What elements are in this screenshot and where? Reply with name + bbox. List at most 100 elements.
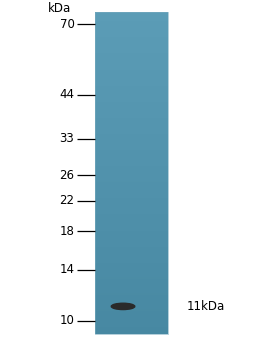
Bar <box>95 282 168 284</box>
Bar <box>95 147 168 149</box>
Bar <box>95 176 168 178</box>
Bar <box>95 31 168 33</box>
Bar <box>95 152 168 153</box>
Bar <box>95 271 168 272</box>
Bar <box>95 306 168 308</box>
Bar <box>95 164 168 166</box>
Bar <box>95 263 168 265</box>
Bar <box>95 84 168 86</box>
Bar <box>95 66 168 68</box>
Bar <box>95 50 168 52</box>
Text: 11kDa: 11kDa <box>187 300 225 313</box>
Bar <box>95 15 168 17</box>
Bar <box>95 121 168 123</box>
Bar <box>95 247 168 248</box>
Bar <box>95 250 168 251</box>
Bar <box>95 243 168 245</box>
Bar <box>95 11 168 13</box>
Bar <box>95 131 168 132</box>
Bar <box>95 224 168 226</box>
Bar <box>95 73 168 74</box>
Bar <box>95 178 168 179</box>
Bar <box>95 74 168 76</box>
Bar <box>95 161 168 163</box>
Bar <box>95 29 168 31</box>
Bar <box>95 202 168 203</box>
Bar <box>95 208 168 210</box>
Bar <box>95 330 168 332</box>
Bar <box>95 216 168 218</box>
Bar <box>95 40 168 42</box>
Bar <box>95 205 168 207</box>
Bar <box>95 303 168 305</box>
Bar <box>95 173 168 174</box>
Bar <box>95 79 168 81</box>
Bar <box>95 98 168 100</box>
Bar <box>95 69 168 71</box>
Bar <box>95 210 168 211</box>
Bar <box>95 87 168 89</box>
Bar <box>95 242 168 243</box>
Bar <box>95 218 168 219</box>
Bar <box>95 319 168 321</box>
Text: 33: 33 <box>60 132 74 145</box>
Bar <box>95 269 168 271</box>
Bar <box>95 327 168 329</box>
Bar <box>95 126 168 127</box>
Bar <box>95 34 168 36</box>
Bar <box>95 192 168 193</box>
Bar <box>95 37 168 39</box>
Bar <box>95 137 168 139</box>
Bar <box>95 274 168 276</box>
Bar <box>95 234 168 236</box>
Bar <box>95 326 168 327</box>
Bar <box>95 290 168 292</box>
Bar <box>95 86 168 87</box>
Bar <box>95 311 168 313</box>
Bar <box>95 76 168 78</box>
Bar <box>95 182 168 184</box>
Bar <box>95 280 168 282</box>
Bar <box>95 163 168 164</box>
Bar <box>95 198 168 200</box>
Bar <box>95 297 168 298</box>
Bar <box>95 116 168 118</box>
Bar <box>95 174 168 176</box>
Bar <box>95 309 168 311</box>
Bar <box>95 11 168 334</box>
Bar <box>95 170 168 171</box>
Bar <box>95 92 168 94</box>
Bar <box>95 97 168 98</box>
Bar <box>95 65 168 66</box>
Bar <box>95 83 168 84</box>
Bar <box>95 231 168 232</box>
Bar <box>95 221 168 222</box>
Bar <box>95 52 168 54</box>
Bar <box>95 132 168 134</box>
Bar <box>95 214 168 216</box>
Bar <box>95 184 168 185</box>
Bar <box>95 258 168 259</box>
Bar <box>95 294 168 295</box>
Bar <box>95 317 168 319</box>
Bar <box>95 253 168 255</box>
Bar <box>95 156 168 158</box>
Bar <box>95 134 168 135</box>
Bar <box>95 207 168 208</box>
Bar <box>95 62 168 63</box>
Bar <box>95 68 168 69</box>
Bar <box>95 187 168 189</box>
Bar <box>95 60 168 62</box>
Bar <box>95 203 168 205</box>
Text: 70: 70 <box>60 18 74 31</box>
Bar <box>95 145 168 147</box>
Bar <box>95 57 168 58</box>
Bar <box>95 81 168 83</box>
Bar <box>95 155 168 156</box>
Bar <box>95 91 168 92</box>
Bar <box>95 129 168 131</box>
Bar <box>95 284 168 285</box>
Bar <box>95 118 168 120</box>
Bar <box>95 105 168 106</box>
Bar <box>95 295 168 297</box>
